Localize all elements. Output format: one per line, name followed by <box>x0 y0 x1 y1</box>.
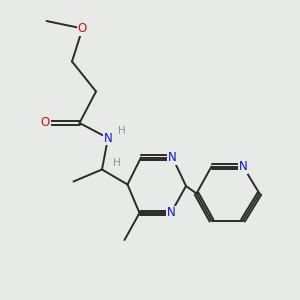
Text: N: N <box>167 206 176 220</box>
Text: N: N <box>238 160 247 173</box>
Text: O: O <box>40 116 50 130</box>
Text: N: N <box>103 131 112 145</box>
Text: O: O <box>78 22 87 35</box>
Text: H: H <box>118 125 125 136</box>
Text: N: N <box>168 151 177 164</box>
Text: H: H <box>113 158 121 169</box>
